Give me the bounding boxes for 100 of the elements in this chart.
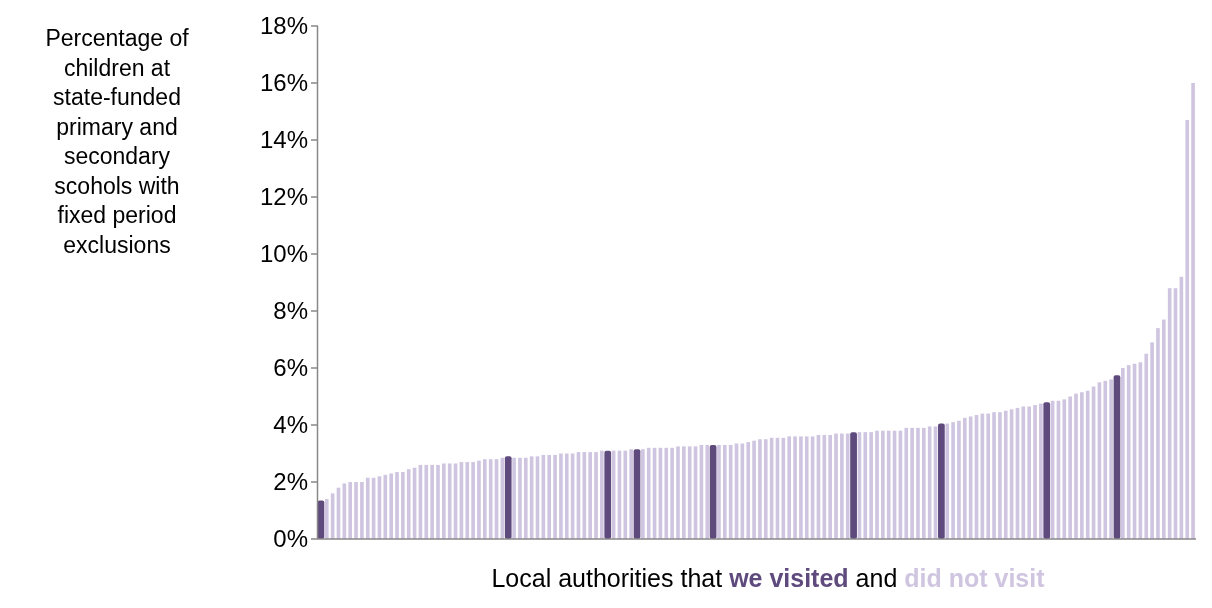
- bar: [348, 482, 353, 539]
- bar: [389, 473, 393, 539]
- text: and: [848, 564, 905, 592]
- bar: [324, 499, 329, 539]
- bar: [1080, 392, 1084, 539]
- bar: [1109, 379, 1113, 539]
- bar: [518, 457, 522, 539]
- bar: [717, 444, 721, 539]
- bar: [564, 453, 569, 539]
- bar: [1185, 120, 1190, 539]
- series-label: we visited: [728, 564, 849, 592]
- bar: [360, 482, 364, 539]
- bar: [722, 444, 727, 539]
- bar: [1144, 353, 1149, 539]
- bar: [629, 449, 633, 539]
- bar: [1103, 380, 1108, 539]
- bar: [951, 422, 955, 539]
- y-tick-label: 8%: [273, 297, 308, 325]
- bar: [604, 450, 612, 539]
- bar: [904, 427, 909, 539]
- bar: [559, 453, 563, 539]
- bar: [477, 460, 481, 539]
- bar: [430, 464, 434, 539]
- bar: [424, 464, 429, 539]
- bar: [383, 474, 388, 539]
- bar: [1062, 399, 1067, 539]
- bar: [746, 442, 751, 539]
- bar: [1085, 390, 1090, 539]
- bar: [1126, 365, 1131, 539]
- bar: [804, 436, 809, 539]
- bar: [553, 454, 557, 539]
- bar: [758, 439, 762, 539]
- bar: [822, 434, 827, 539]
- bar: [1033, 405, 1037, 539]
- bar: [845, 433, 850, 539]
- bar: [670, 447, 674, 539]
- bar: [365, 477, 370, 539]
- bar: [465, 462, 470, 539]
- y-tick-label: 0%: [273, 525, 308, 553]
- bar: [646, 447, 651, 539]
- bar: [850, 432, 857, 539]
- bar: [922, 427, 926, 539]
- bar: [600, 450, 604, 539]
- series-label: did not visit: [904, 564, 1046, 592]
- bar: [957, 420, 961, 539]
- bar: [623, 450, 628, 539]
- bar: [1156, 328, 1160, 539]
- bar: [793, 436, 797, 539]
- y-tick-label: 2%: [273, 468, 308, 496]
- bar: [483, 459, 487, 539]
- bar: [664, 447, 669, 539]
- bar: [881, 430, 885, 539]
- bar: [962, 417, 967, 539]
- bar: [1043, 402, 1051, 539]
- bar: [992, 412, 996, 539]
- bar: [945, 423, 950, 539]
- bar: [938, 423, 945, 539]
- bar: [447, 463, 452, 539]
- bar: [1150, 342, 1154, 539]
- bar: [1003, 410, 1008, 539]
- bar: [523, 457, 528, 539]
- bar: [504, 456, 512, 539]
- y-tick-label: 16%: [259, 69, 308, 97]
- bar: [828, 434, 832, 539]
- bar: [869, 432, 873, 539]
- bar: [512, 457, 516, 539]
- bar: [705, 444, 710, 539]
- bar: [863, 432, 868, 539]
- bar: [1039, 403, 1043, 539]
- bar: [471, 462, 475, 539]
- bar: [840, 433, 844, 539]
- bar: [676, 446, 680, 539]
- bar: [442, 463, 446, 539]
- y-tick-label: 14%: [259, 126, 308, 154]
- bar: [436, 464, 440, 539]
- bar: [886, 430, 891, 539]
- x-axis-title: Local authorities that: [491, 564, 730, 592]
- y-axis-title: Percentage of children at state-funded primary and secondary scohols with fixed period exclusions: [45, 25, 190, 258]
- bar: [875, 430, 879, 539]
- bar: [834, 433, 838, 539]
- bar: [641, 449, 645, 539]
- bar: [787, 436, 792, 539]
- bar: [910, 427, 914, 539]
- bar: [354, 482, 358, 539]
- y-tick-label: 4%: [273, 411, 308, 439]
- bar: [547, 454, 552, 539]
- bar: [763, 439, 768, 539]
- bar: [998, 412, 1002, 539]
- bar: [1191, 83, 1195, 539]
- bar: [406, 469, 411, 539]
- bar: [1068, 396, 1072, 539]
- bar: [395, 472, 399, 539]
- bar: [1161, 319, 1166, 539]
- bar: [687, 446, 692, 539]
- bar: [1027, 406, 1031, 539]
- bar: [588, 452, 592, 539]
- bar: [799, 436, 803, 539]
- bar: [401, 472, 405, 539]
- bar: [594, 452, 598, 539]
- bar: [916, 427, 920, 539]
